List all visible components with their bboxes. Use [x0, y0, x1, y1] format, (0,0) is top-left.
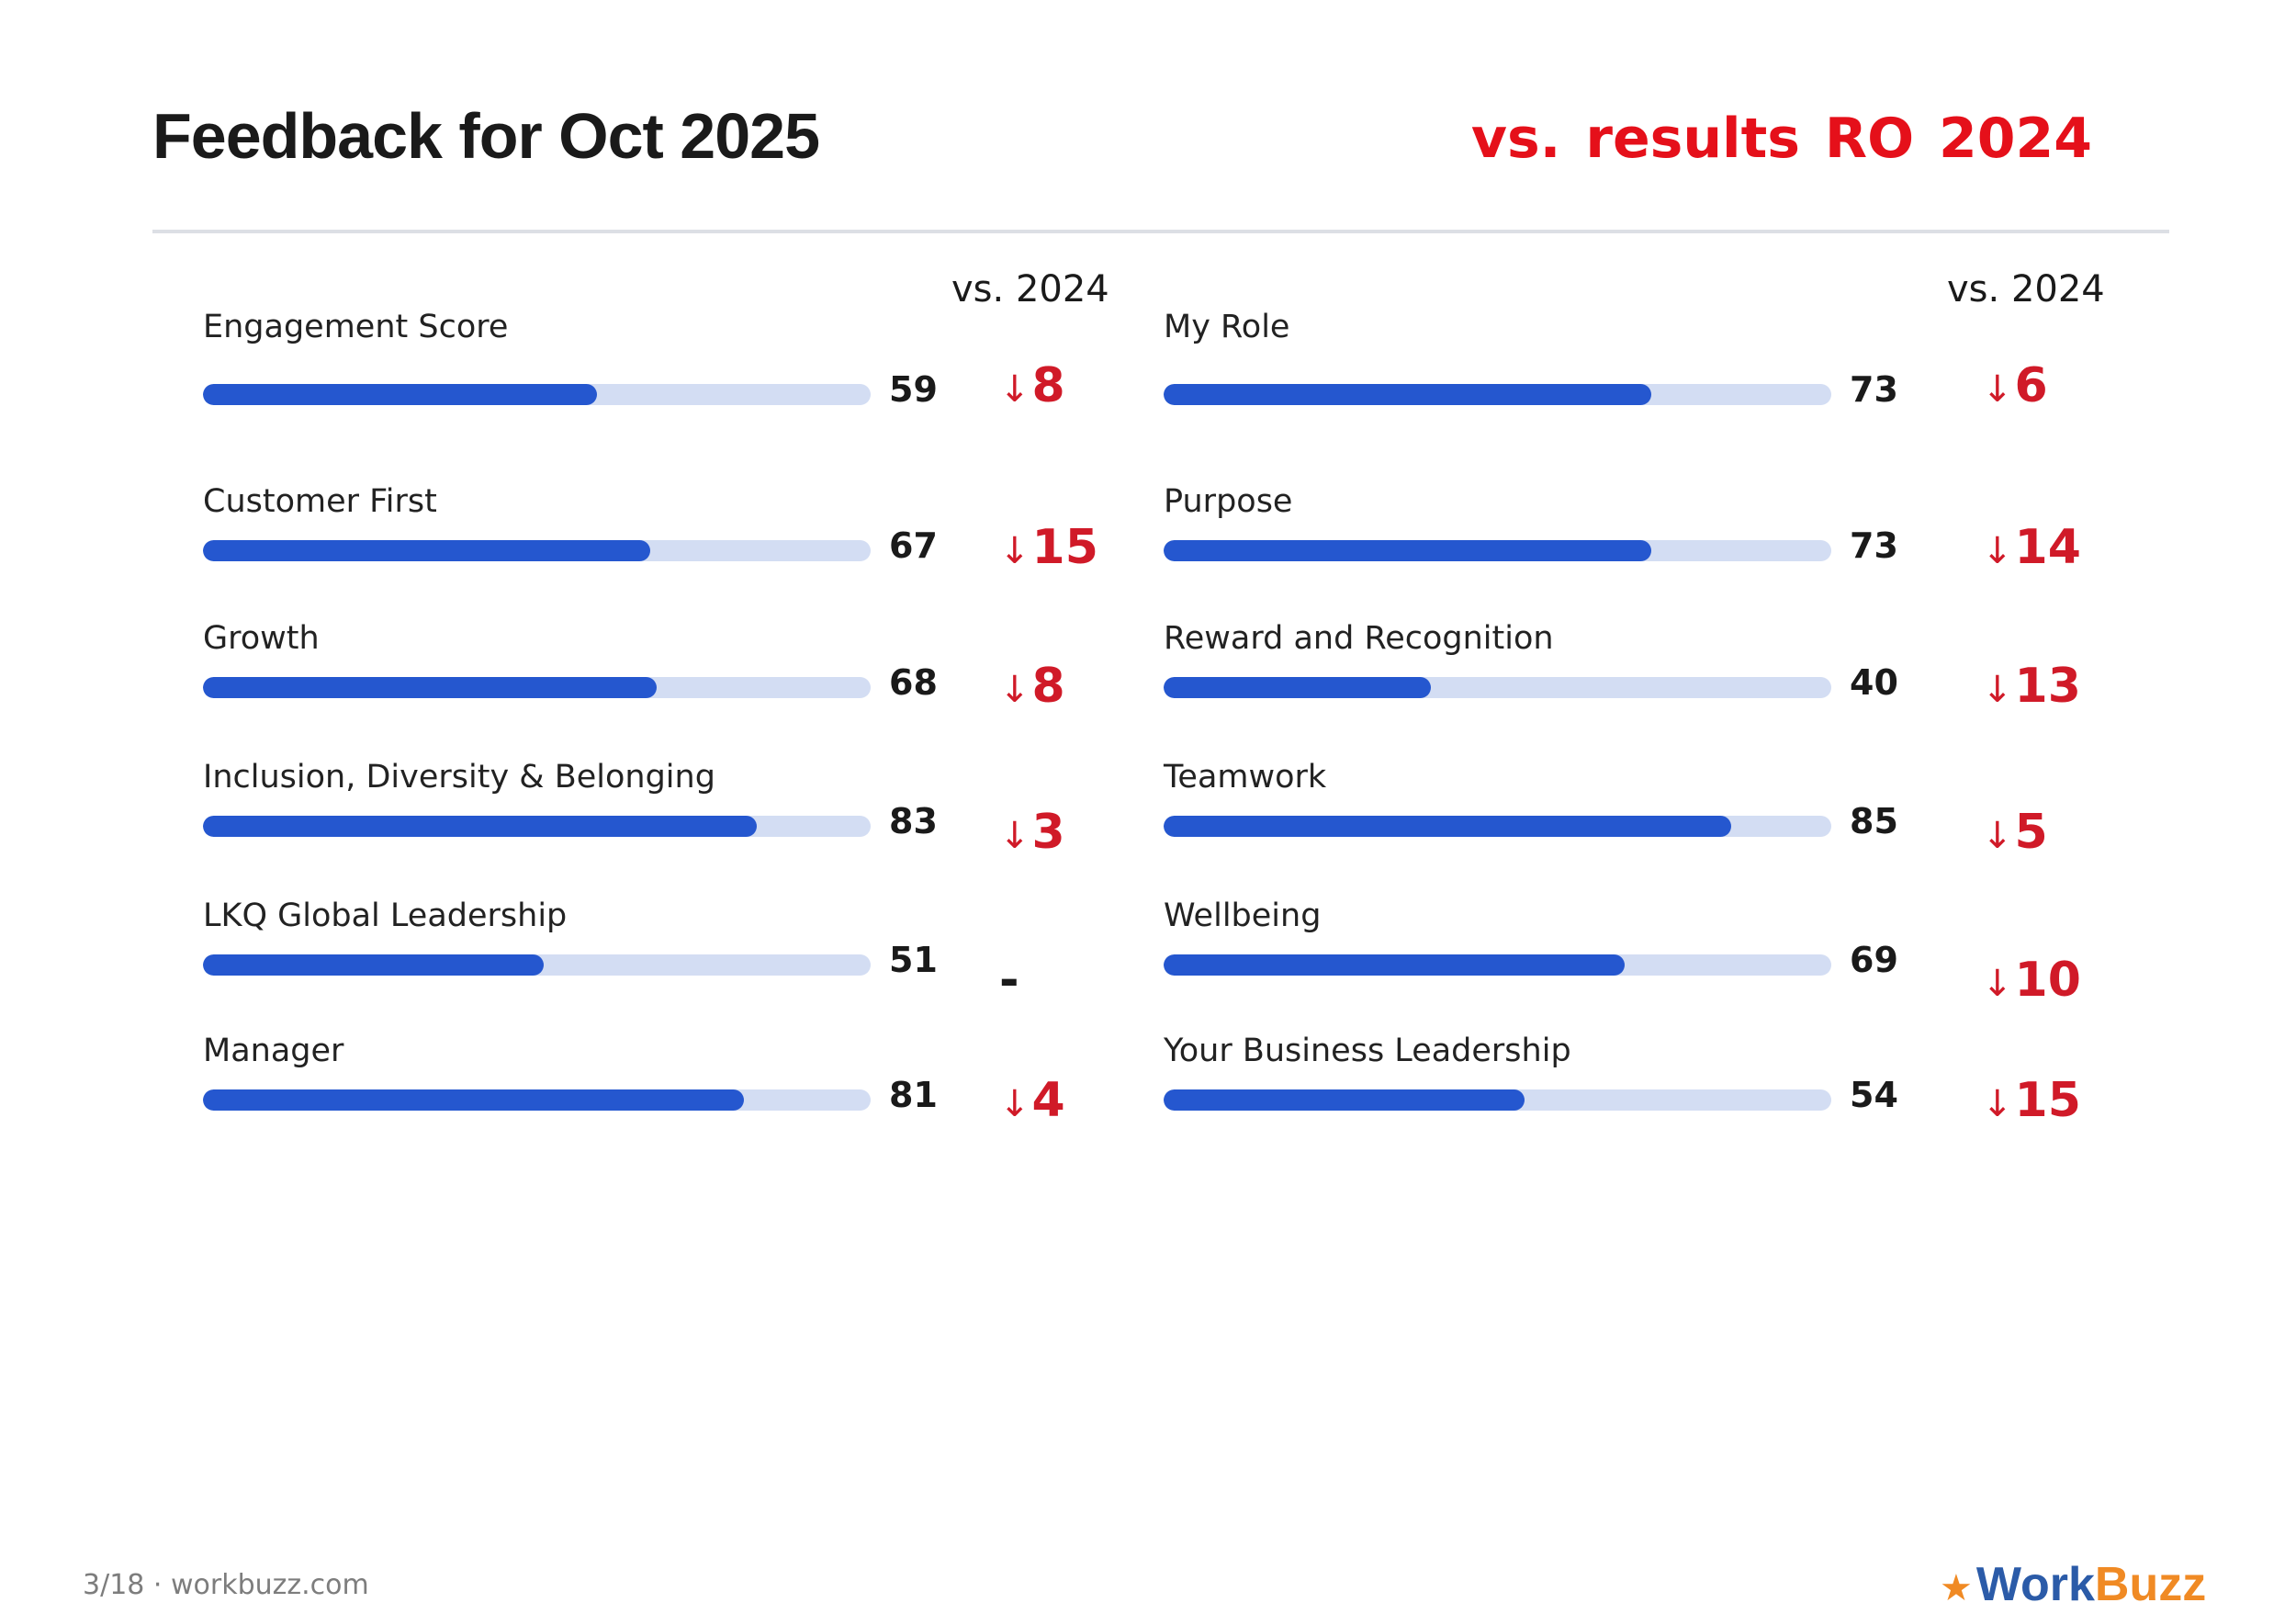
metric-label: Engagement Score	[203, 309, 509, 345]
score-bar-fill	[203, 384, 597, 405]
score-bar-fill	[203, 954, 544, 976]
metric-label: Purpose	[1164, 483, 1293, 520]
delta-vs-2024: ↓13	[1982, 659, 2081, 714]
metric-label: Teamwork	[1164, 759, 1327, 796]
delta-vs-2024: ↓3	[999, 805, 1065, 860]
score-value: 83	[889, 801, 938, 841]
score-bar-track	[1164, 384, 1831, 405]
score-bar-track	[1164, 1089, 1831, 1111]
arrow-down-icon: ↓	[1982, 963, 2013, 1005]
metric-label: LKQ Global Leadership	[203, 897, 568, 934]
delta-vs-2024: ↓6	[1982, 358, 2048, 413]
delta-vs-2024: ↓15	[1982, 1073, 2081, 1128]
score-bar-track	[203, 677, 871, 698]
metric-label: Inclusion, Diversity & Belonging	[203, 759, 715, 796]
score-bar-fill	[1164, 677, 1431, 698]
star-icon: ★	[1940, 1568, 1973, 1608]
delta-value: -	[999, 953, 1019, 1008]
delta-value: 6	[2014, 358, 2048, 413]
score-bar-track	[1164, 816, 1831, 837]
metric-label: Your Business Leadership	[1164, 1033, 1571, 1069]
delta-vs-2024: ↓14	[1982, 520, 2081, 575]
delta-value: 5	[2014, 805, 2048, 860]
metric-label: Reward and Recognition	[1164, 620, 1554, 657]
score-bar-fill	[203, 816, 758, 837]
score-bar-fill	[1164, 384, 1651, 405]
delta-value: 15	[1031, 520, 1098, 575]
right-vs-header: vs. 2024	[1947, 268, 2105, 310]
delta-vs-2024: ↓8	[999, 358, 1065, 413]
metric-label: Customer First	[203, 483, 437, 520]
arrow-down-icon: ↓	[1982, 669, 2013, 711]
score-value: 73	[1850, 369, 1898, 410]
score-bar-track	[203, 1089, 871, 1111]
score-bar-fill	[1164, 540, 1651, 561]
delta-value: 10	[2014, 953, 2081, 1008]
delta-value: 13	[2014, 659, 2081, 714]
page-footer: 3/18 · workbuzz.com	[83, 1569, 369, 1601]
arrow-down-icon: ↓	[1982, 368, 2013, 411]
score-value: 69	[1850, 940, 1898, 980]
score-value: 73	[1850, 525, 1898, 566]
metric-label: Manager	[203, 1033, 344, 1069]
delta-value: 4	[1031, 1073, 1065, 1128]
score-value: 67	[889, 525, 938, 566]
comparison-subtitle: vs. results RO 2024	[1470, 107, 2092, 171]
score-bar-fill	[1164, 816, 1731, 837]
score-bar-track	[203, 954, 871, 976]
arrow-down-icon: ↓	[1982, 815, 2013, 857]
score-bar-track	[1164, 954, 1831, 976]
arrow-down-icon: ↓	[1982, 1083, 2013, 1125]
score-value: 51	[889, 940, 938, 980]
arrow-down-icon: ↓	[999, 669, 1030, 711]
left-vs-header: vs. 2024	[951, 268, 1109, 310]
arrow-down-icon: ↓	[1982, 530, 2013, 572]
metric-label: Growth	[203, 620, 320, 657]
delta-value: 14	[2014, 520, 2081, 575]
delta-vs-2024: ↓8	[999, 659, 1065, 714]
score-bar-fill	[1164, 954, 1625, 976]
score-value: 68	[889, 662, 938, 703]
delta-vs-2024: -	[999, 953, 1019, 1008]
score-value: 59	[889, 369, 938, 410]
page-title: Feedback for Oct 2025	[152, 100, 820, 172]
score-bar-fill	[203, 677, 658, 698]
arrow-down-icon: ↓	[999, 368, 1030, 411]
score-bar-fill	[1164, 1089, 1525, 1111]
delta-vs-2024: ↓4	[999, 1073, 1065, 1128]
metric-label: My Role	[1164, 309, 1290, 345]
delta-vs-2024: ↓5	[1982, 805, 2048, 860]
score-bar-track	[203, 816, 871, 837]
delta-value: 8	[1031, 358, 1065, 413]
score-bar-track	[1164, 677, 1831, 698]
arrow-down-icon: ↓	[999, 815, 1030, 857]
arrow-down-icon: ↓	[999, 1083, 1030, 1125]
score-value: 81	[889, 1075, 938, 1115]
score-value: 40	[1850, 662, 1898, 703]
delta-value: 3	[1031, 805, 1065, 860]
delta-value: 8	[1031, 659, 1065, 714]
score-bar-fill	[203, 540, 651, 561]
delta-vs-2024: ↓15	[999, 520, 1098, 575]
delta-vs-2024: ↓10	[1982, 953, 2081, 1008]
arrow-down-icon: ↓	[999, 530, 1030, 572]
header-divider	[152, 230, 2169, 233]
metric-label: Wellbeing	[1164, 897, 1322, 934]
delta-value: 15	[2014, 1073, 2081, 1128]
score-bar-fill	[203, 1089, 744, 1111]
score-bar-track	[203, 384, 871, 405]
workbuzz-logo: ★WorkBuzz	[1940, 1558, 2207, 1611]
score-bar-track	[203, 540, 871, 561]
score-value: 54	[1850, 1075, 1898, 1115]
score-value: 85	[1850, 801, 1898, 841]
score-bar-track	[1164, 540, 1831, 561]
